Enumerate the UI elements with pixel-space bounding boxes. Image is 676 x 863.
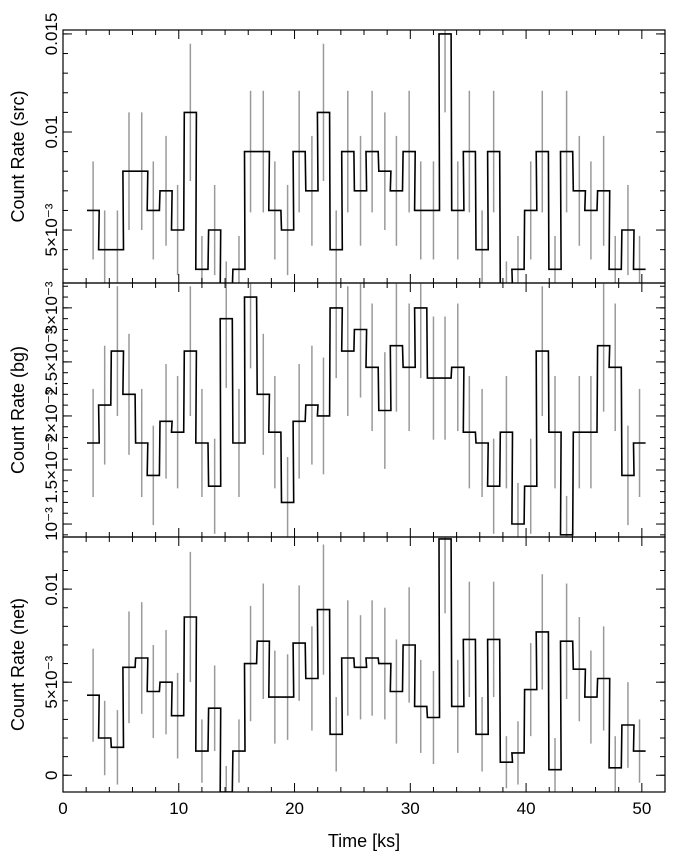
panel-bg: Count Rate (bg) 10⁻³ 1.5×10⁻³2×10⁻³2.5×10… <box>8 281 666 541</box>
x-tick-label: 40 <box>517 799 536 818</box>
x-tick-label: 0 <box>58 799 67 818</box>
x-tick-label: 20 <box>285 799 304 818</box>
x-tick-label: 30 <box>401 799 420 818</box>
net-series-line <box>87 538 646 792</box>
bg-y-tick-label: 10⁻³ <box>42 507 61 541</box>
x-tick-label: 50 <box>632 799 651 818</box>
bg-y-tick-label: 3×10⁻³ <box>42 281 61 334</box>
net-y-tick-label: 0 <box>42 771 61 780</box>
bg-ticks <box>62 283 666 537</box>
net-y-axis-label: Count Rate (net) <box>8 598 28 731</box>
panel-net: Count Rate (net) Time [ks] 0 5×10⁻³ 0.01 0 1… <box>8 536 666 851</box>
net-y-tick-label: 0.01 <box>42 573 61 606</box>
src-y-axis-label: Count Rate (src) <box>8 90 28 222</box>
net-ticks <box>62 537 666 792</box>
bg-y-tick-label: 1.5×10⁻³ <box>42 436 61 503</box>
src-y-tick-label: 5×10⁻³ <box>42 203 61 256</box>
src-y-tick-label: 0.01 <box>42 115 61 148</box>
src-series-line <box>87 33 646 283</box>
x-tick-label: 10 <box>169 799 188 818</box>
src-y-tick-label: 0.015 <box>42 13 61 56</box>
bg-y-tick-label: 2.5×10⁻³ <box>42 328 61 395</box>
bg-series-line <box>87 296 646 536</box>
bg-y-tick-label: 2×10⁻³ <box>42 389 61 442</box>
bg-error-bars <box>92 283 641 537</box>
bg-y-axis-label: Count Rate (bg) <box>8 346 28 474</box>
x-axis-label: Time [ks] <box>328 831 400 851</box>
net-panel-frame <box>62 536 666 793</box>
net-y-tick-label: 5×10⁻³ <box>42 655 61 708</box>
panel-src: Count Rate (src) 5×10⁻³ 0.01 0.015 <box>8 13 666 284</box>
